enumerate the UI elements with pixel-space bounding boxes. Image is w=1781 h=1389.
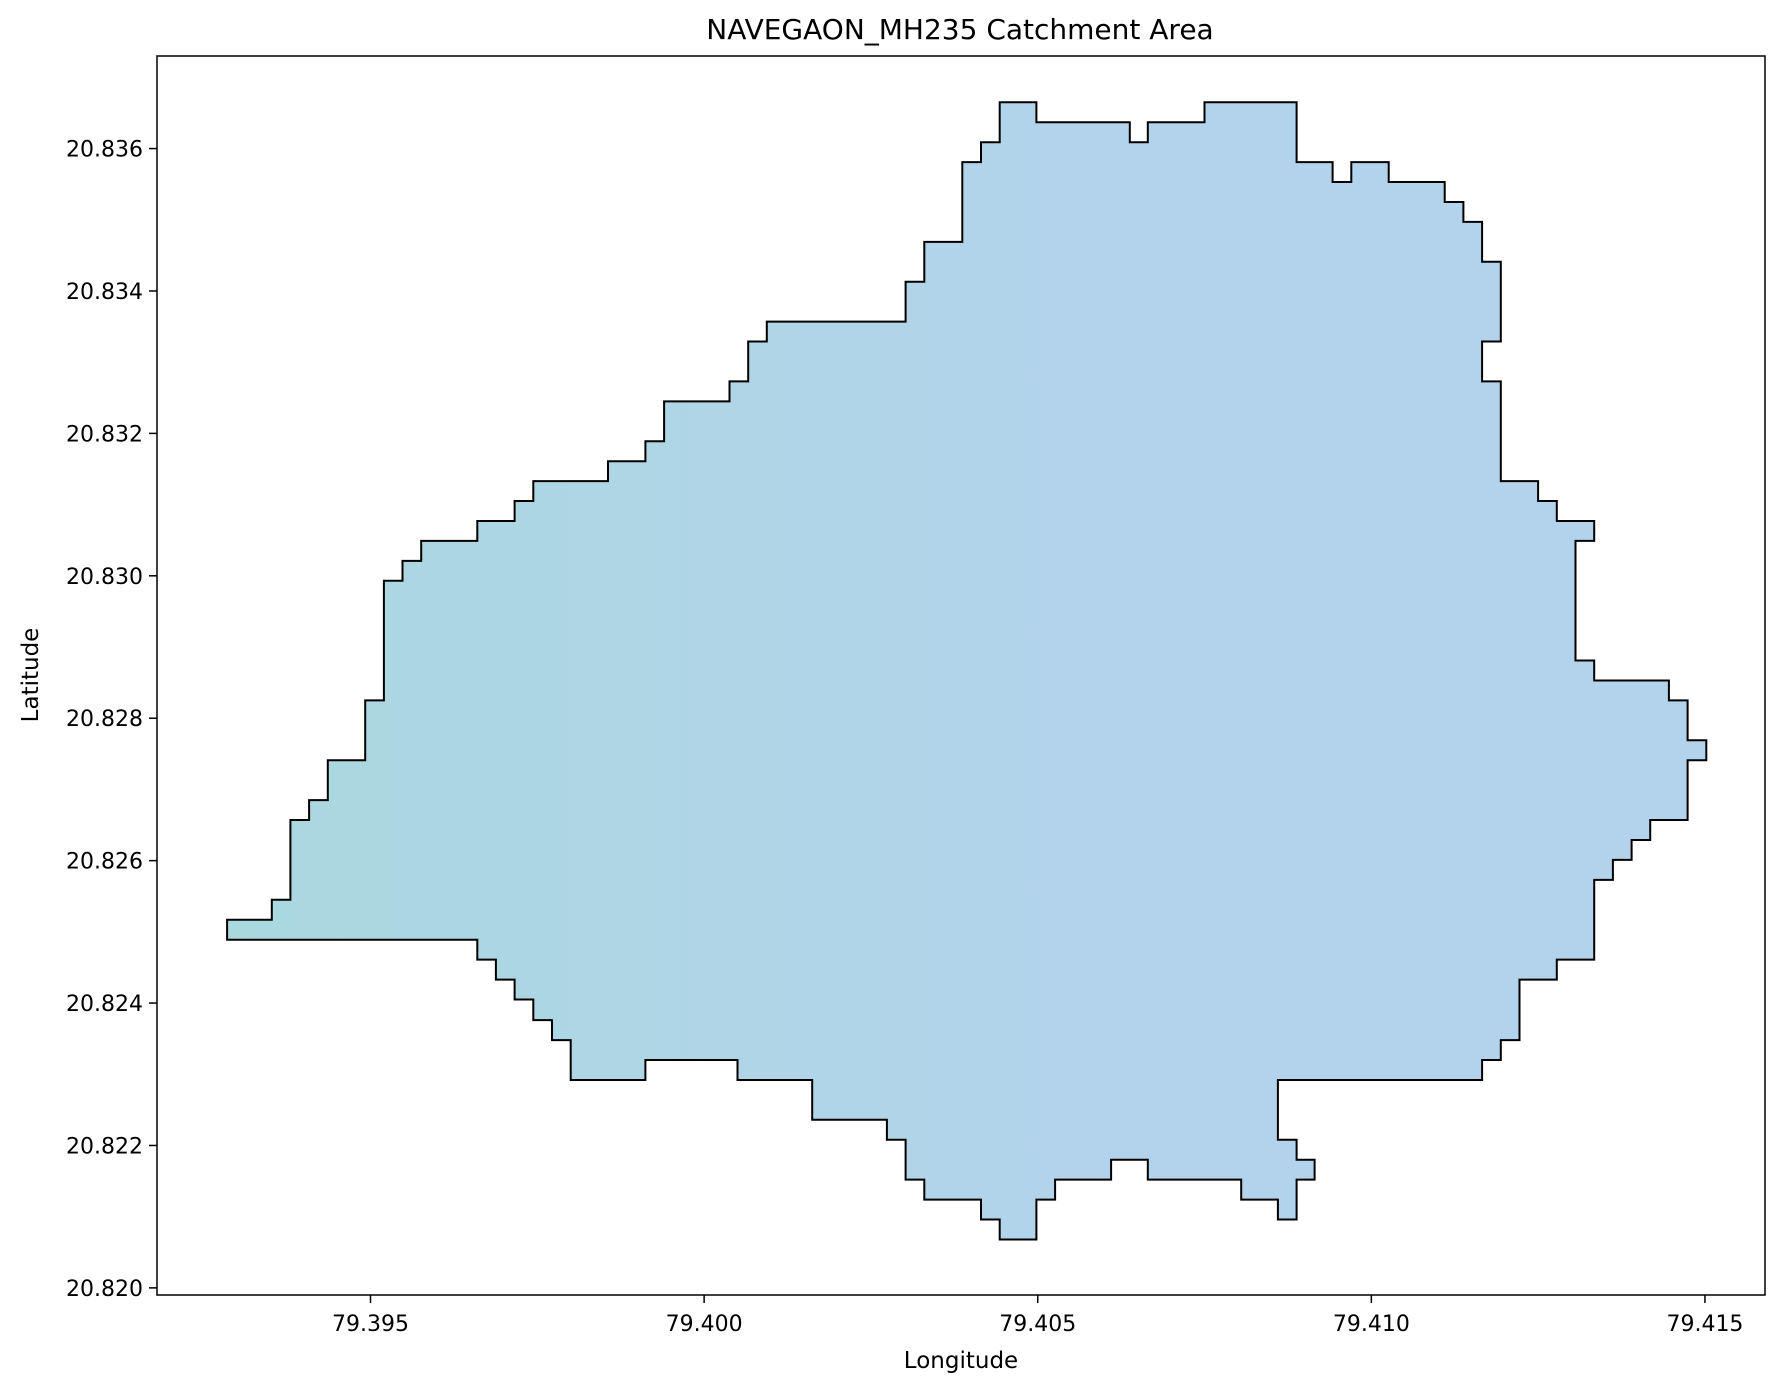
x-tick-label: 79.400 [666,1312,743,1337]
x-axis-label: Longitude [904,1348,1018,1374]
catchment-area [226,101,1708,1241]
chart-title: NAVEGAON_MH235 Catchment Area [706,13,1213,46]
y-tick-label: 20.826 [66,850,143,875]
x-tick-label: 79.415 [1666,1312,1743,1337]
y-tick-label: 20.828 [66,707,143,732]
y-tick-label: 20.834 [66,280,143,305]
y-tick-label: 20.832 [66,422,143,447]
catchment-polygon [226,101,1708,1241]
y-tick-label: 20.820 [66,1277,143,1302]
y-tick-label: 20.822 [66,1134,143,1159]
x-tick-label: 79.410 [1333,1312,1410,1337]
y-tick-label: 20.836 [66,138,143,163]
y-tick-label: 20.824 [66,992,143,1017]
y-tick-label: 20.830 [66,565,143,590]
plot-frame [156,55,1766,1296]
x-axis-ticks: 79.395 79.400 79.405 79.410 79.415 [332,1295,1743,1337]
x-tick-label: 79.405 [999,1312,1076,1337]
y-axis-label: Latitude [18,628,44,723]
y-axis-ticks: 20.820 20.822 20.824 20.826 20.828 20.830 20.8… [66,138,157,1302]
x-tick-label: 79.395 [332,1312,409,1337]
